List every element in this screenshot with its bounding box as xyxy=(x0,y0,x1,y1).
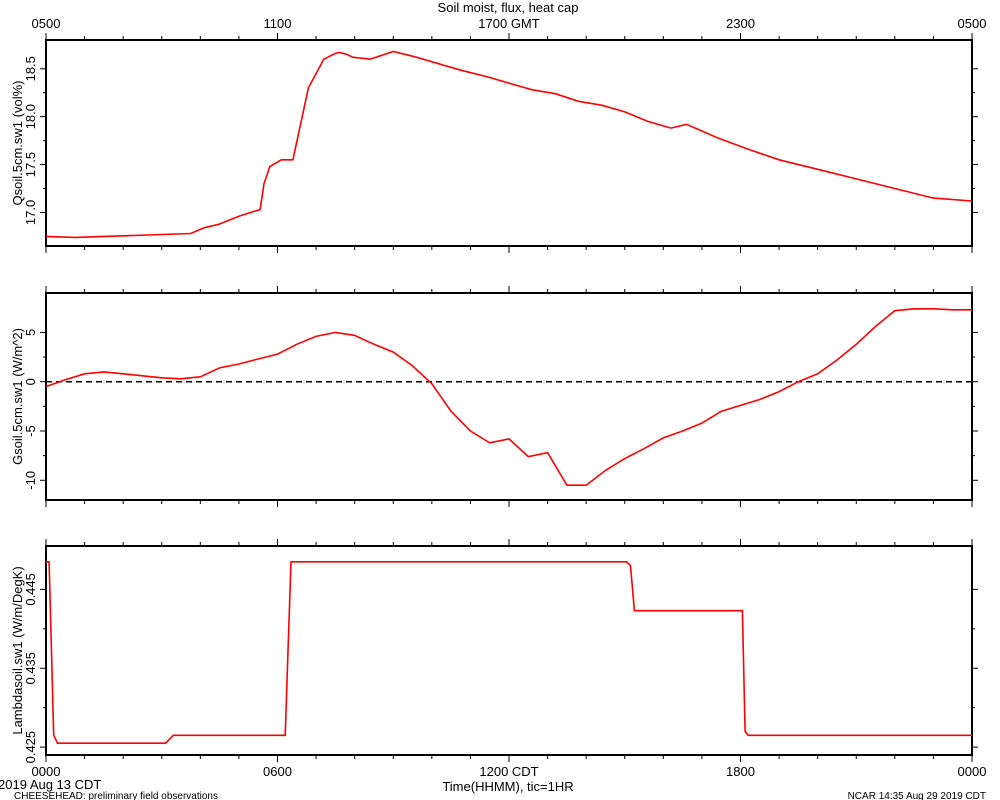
panel-frame xyxy=(45,545,973,756)
top-x-tick-label: 0500 xyxy=(32,16,61,31)
series-line xyxy=(45,307,972,487)
footer-left: CHEESEHEAD: preliminary field observatio… xyxy=(14,791,218,800)
bottom-x-tick-label: 0000 xyxy=(958,764,987,779)
series-line xyxy=(46,560,972,745)
y-tick-label: 5 xyxy=(23,329,38,336)
y-tick-label: 0.435 xyxy=(23,652,38,685)
top-x-tick-label: 2300 xyxy=(726,16,755,31)
footer-right: NCAR 14:35 Aug 29 2019 CDT xyxy=(848,791,986,800)
x-axis-label: Time(HHMM), tic=1HR xyxy=(442,779,573,794)
bottom-x-tick-label: 0600 xyxy=(263,764,292,779)
date-label: 2019 Aug 13 CDT xyxy=(0,777,101,792)
series-line xyxy=(45,50,973,239)
y-tick-label: 0 xyxy=(23,378,38,385)
y-tick-label: 17.0 xyxy=(23,200,38,225)
panel-frame xyxy=(45,292,973,501)
y-tick-label: -5 xyxy=(23,425,38,437)
bottom-x-tick-label: 0000 xyxy=(32,764,61,779)
y-axis-label: Lambdasoil.sw1 (W/m/DegK) xyxy=(10,566,25,734)
y-tick-label: 18.5 xyxy=(23,56,38,81)
top-x-tick-label: 0500 xyxy=(958,16,987,31)
y-tick-label: 17.5 xyxy=(23,152,38,177)
y-tick-label: 0.445 xyxy=(23,573,38,606)
top-x-tick-label: 1700 GMT xyxy=(478,16,539,31)
chart-title: Soil moist, flux, heat cap xyxy=(438,0,579,15)
panel-frame xyxy=(45,39,973,247)
y-tick-label: 0.425 xyxy=(23,731,38,764)
y-axis-label: Qsoil.5cm.sw1 (vol%) xyxy=(10,81,25,206)
y-tick-label: 18.0 xyxy=(23,104,38,129)
y-tick-label: -10 xyxy=(23,471,38,490)
y-axis-label: Gsoil.5cm.sw1 (W/m^2) xyxy=(10,328,25,465)
bottom-x-tick-label: 1800 xyxy=(726,764,755,779)
bottom-x-tick-label: 1200 CDT xyxy=(479,764,538,779)
top-x-tick-label: 1100 xyxy=(264,16,292,31)
